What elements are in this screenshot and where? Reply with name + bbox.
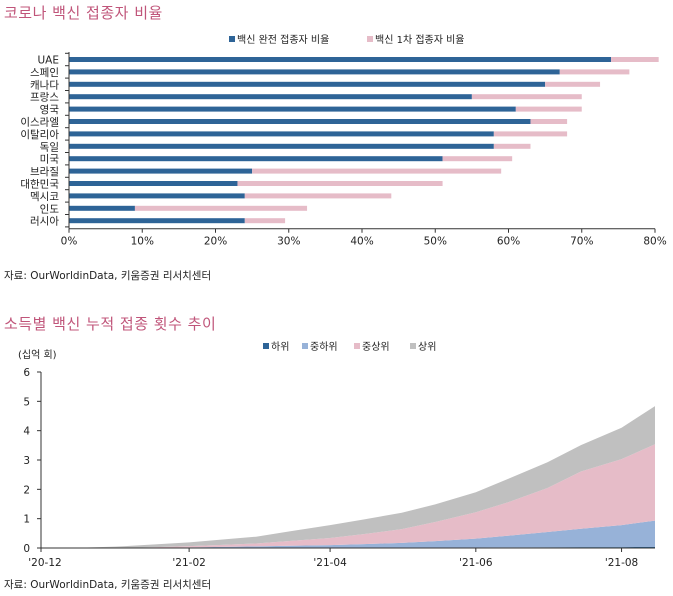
- legend-swatch-상위: [410, 343, 416, 349]
- bar-segment-1: [69, 205, 135, 211]
- x-tick-label: '21-08: [605, 557, 638, 569]
- bar-segment-2: [237, 181, 443, 186]
- bar-segment-1: [69, 81, 546, 87]
- y-tick-label: 6: [23, 367, 30, 379]
- legend-label-1: 백신 완전 접종자 비율: [237, 34, 329, 46]
- category-label: 인도: [40, 203, 60, 215]
- bar-segment-2: [545, 81, 601, 87]
- legend-label-하위: 하위: [271, 340, 289, 353]
- x-tick-label: 20%: [204, 236, 227, 248]
- bar-segment-1: [69, 156, 443, 162]
- x-tick-label: 80%: [643, 236, 666, 248]
- y-tick-label: 0: [23, 543, 30, 555]
- bar-segment-1: [69, 168, 253, 174]
- x-tick-label: 50%: [424, 236, 447, 248]
- x-tick-label: 60%: [497, 236, 520, 248]
- legend-label-중하위: 중하위: [310, 340, 338, 353]
- category-label: 멕시코: [30, 191, 59, 203]
- area-중하위: [41, 520, 655, 548]
- legend-label-상위: 상위: [418, 340, 436, 353]
- x-tick-label: '20-12: [28, 557, 61, 569]
- category-label: 이스라엘: [20, 116, 59, 129]
- chart-title-income: 소득별 백신 누적 접종 횟수 추이: [4, 315, 217, 333]
- legend-swatch-중하위: [302, 343, 308, 349]
- category-label: UAE: [37, 55, 59, 67]
- bar-segment-2: [493, 131, 568, 137]
- chart-source-vaccination: 자료: OurWorldinData, 키움증권 리서치센터: [4, 270, 212, 282]
- bar-segment-2: [611, 57, 659, 62]
- bar-segment-2: [134, 205, 308, 211]
- x-tick-label: '21-02: [172, 557, 205, 569]
- x-tick-label: '21-04: [313, 557, 347, 569]
- category-label: 대한민국: [20, 179, 59, 191]
- y-tick-label: 3: [23, 455, 30, 467]
- category-label: 독일: [40, 140, 59, 153]
- bar-segment-2: [244, 193, 392, 199]
- bar-segment-2: [559, 69, 630, 75]
- x-tick-label: '21-06: [459, 557, 493, 569]
- bar-segment-2: [515, 106, 582, 112]
- y-tick-label: 1: [23, 514, 30, 526]
- category-label: 이탈리아: [20, 128, 59, 141]
- legend-swatch-2: [367, 36, 373, 42]
- bar-segment-2: [493, 143, 531, 149]
- bar-segment-1: [69, 143, 494, 149]
- chart-title-vaccination: 코로나 백신 접종자 비율: [4, 4, 163, 22]
- y-tick-label: 2: [23, 484, 30, 496]
- chart-source-income: 자료: OurWorldinData, 키움증권 리서치센터: [4, 579, 212, 591]
- bar-segment-1: [69, 69, 560, 75]
- category-label: 스페인: [30, 67, 59, 79]
- x-tick-label: 70%: [570, 236, 593, 248]
- bar-segment-2: [244, 218, 286, 224]
- y-unit-label: (십억 회): [18, 349, 57, 361]
- x-tick-label: 40%: [350, 236, 373, 248]
- bar-segment-1: [69, 57, 612, 62]
- legend-label-중상위: 중상위: [362, 340, 390, 353]
- legend-swatch-1: [229, 36, 235, 42]
- bar-segment-1: [69, 119, 531, 124]
- bar-segment-2: [471, 94, 582, 100]
- bar-segment-1: [69, 131, 494, 137]
- bar-segment-1: [69, 218, 245, 224]
- legend-swatch-하위: [263, 343, 269, 349]
- legend-label-2: 백신 1차 접종자 비율: [375, 34, 465, 46]
- category-label: 미국: [40, 154, 60, 166]
- x-tick-label: 10%: [131, 236, 154, 248]
- bar-segment-1: [69, 94, 472, 100]
- y-tick-label: 5: [23, 396, 30, 408]
- bar-segment-1: [69, 181, 238, 186]
- vaccination-rate-bar-chart: 백신 완전 접종자 비율 백신 1차 접종자 비율 UAE스페인캐나다프랑스영국이스…: [20, 34, 666, 248]
- category-label: 영국: [40, 104, 60, 116]
- legend-swatch-중상위: [354, 343, 360, 349]
- bar-segment-1: [69, 106, 516, 112]
- bar-segment-1: [69, 193, 245, 199]
- x-tick-label: 0%: [61, 236, 78, 248]
- category-label: 브라질: [30, 166, 59, 178]
- category-label: 캐나다: [30, 79, 59, 91]
- bar-segment-2: [252, 168, 502, 174]
- bar-segment-2: [442, 156, 513, 162]
- bar-segment-2: [530, 119, 568, 124]
- area-상위: [41, 406, 655, 548]
- area-중상위: [41, 444, 655, 548]
- category-label: 프랑스: [30, 92, 59, 104]
- category-label: 러시아: [30, 216, 59, 228]
- y-tick-label: 4: [23, 426, 30, 438]
- x-tick-label: 30%: [277, 236, 300, 248]
